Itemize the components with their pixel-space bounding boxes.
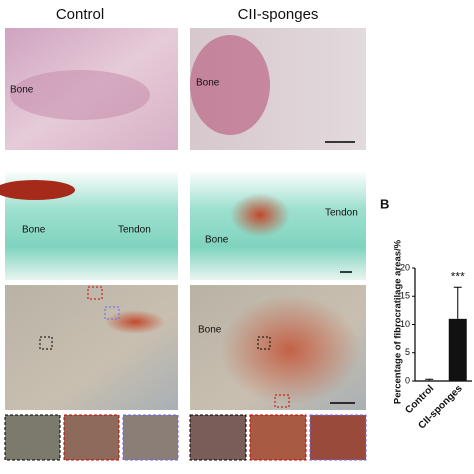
- tissue-label: Tendon: [118, 225, 151, 236]
- error-bar: [425, 378, 434, 381]
- inset: [249, 414, 307, 461]
- micrographs: [0, 28, 367, 461]
- bar: [420, 380, 439, 381]
- y-tick-label: 15: [400, 291, 410, 301]
- image: [5, 285, 178, 410]
- tissue-label: Bone: [198, 325, 222, 336]
- tissue: [190, 35, 270, 135]
- inset-box: [104, 306, 120, 320]
- inset: [122, 414, 179, 461]
- tissue: [0, 180, 75, 200]
- tissue: [10, 70, 150, 120]
- inset: [4, 414, 61, 461]
- tissue-label: Bone: [22, 225, 46, 236]
- inset: [189, 414, 247, 461]
- y-axis-label: Percentage of fibrocratilage areas/%: [393, 239, 404, 404]
- error-bar: [453, 286, 462, 319]
- insets: [4, 414, 367, 461]
- y-tick-label: 5: [405, 347, 410, 357]
- tissue: [220, 295, 360, 405]
- inset-box: [39, 336, 53, 350]
- panel-label: B: [380, 196, 389, 211]
- column-title: Control: [56, 6, 104, 23]
- bar: [448, 318, 467, 381]
- inset-box: [87, 286, 103, 300]
- y-tick-label: 10: [400, 319, 410, 329]
- inset-box: [274, 394, 290, 408]
- tissue-label: Tendon: [325, 208, 358, 219]
- inset: [309, 414, 367, 461]
- tissue-label: Bone: [205, 235, 229, 246]
- significance: ***: [451, 269, 465, 283]
- tissue: [105, 310, 165, 334]
- tissue: [230, 193, 290, 237]
- y-tick-label: 0: [405, 375, 410, 385]
- tissue-label: Bone: [10, 85, 34, 96]
- inset-box: [257, 336, 271, 350]
- y-tick-label: 20: [400, 262, 410, 272]
- column-title: CII-sponges: [238, 6, 319, 23]
- inset: [63, 414, 120, 461]
- tissue-label: Bone: [196, 78, 220, 89]
